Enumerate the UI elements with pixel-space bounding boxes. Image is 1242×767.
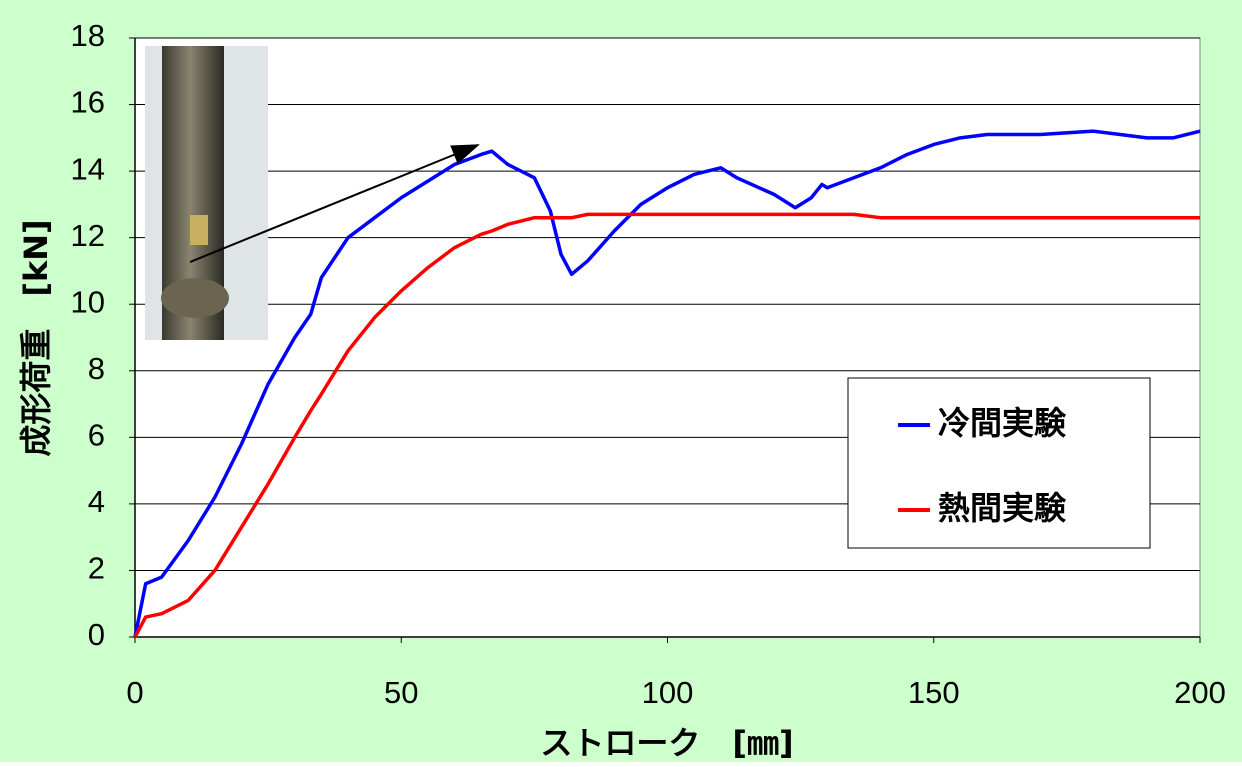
legend-label: 冷間実験 — [938, 404, 1067, 442]
y-tick-label: 0 — [88, 617, 105, 652]
y-tick-label: 16 — [71, 85, 105, 120]
y-tick-label: 2 — [88, 551, 105, 586]
y-tick-label: 12 — [71, 218, 105, 253]
legend-label: 熱間実験 — [938, 489, 1067, 527]
x-tick-label: 50 — [384, 675, 418, 710]
y-tick-label: 18 — [71, 18, 105, 53]
x-tick-label: 150 — [908, 675, 960, 710]
y-tick-label: 14 — [71, 151, 105, 186]
chart: ストローク [㎜] 成形荷重 [kN] 0 2 4 6 8 10 12 14 16 18 0 50 10… — [0, 0, 1242, 762]
x-tick-label: 0 — [126, 675, 143, 710]
x-tick-label: 200 — [1174, 675, 1226, 710]
x-axis-label: ストローク [㎜] — [540, 724, 793, 762]
y-tick-label: 6 — [88, 418, 105, 453]
y-tick-label: 10 — [71, 284, 105, 319]
y-tick-label: 8 — [88, 351, 105, 386]
photo-inset — [145, 46, 268, 340]
x-tick-label: 100 — [642, 675, 694, 710]
y-axis-label: 成形荷重 [kN] — [17, 219, 55, 456]
y-tick-label: 4 — [88, 484, 105, 519]
